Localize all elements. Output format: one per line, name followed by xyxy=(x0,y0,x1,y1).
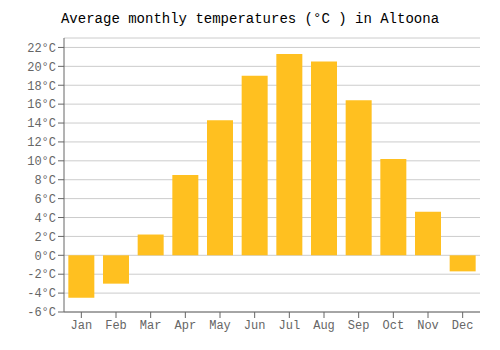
svg-text:-4°C: -4°C xyxy=(27,287,56,301)
svg-text:Sep: Sep xyxy=(348,319,370,333)
svg-text:Jun: Jun xyxy=(244,319,266,333)
svg-text:22°C: 22°C xyxy=(27,42,56,56)
svg-text:20°C: 20°C xyxy=(27,61,56,75)
svg-text:Oct: Oct xyxy=(383,319,405,333)
svg-text:Jan: Jan xyxy=(71,319,93,333)
svg-text:4°C: 4°C xyxy=(34,212,56,226)
svg-text:-6°C: -6°C xyxy=(27,306,56,320)
svg-text:Dec: Dec xyxy=(452,319,474,333)
svg-text:Mar: Mar xyxy=(140,319,162,333)
svg-text:Aug: Aug xyxy=(313,319,335,333)
svg-text:10°C: 10°C xyxy=(27,155,56,169)
html-text:Average monthly temperatures (: Average monthly temperatures (°C ) in Al… xyxy=(61,11,439,27)
svg-text:16°C: 16°C xyxy=(27,98,56,112)
svg-text:Apr: Apr xyxy=(175,319,197,333)
svg-text:-2°C: -2°C xyxy=(27,268,56,282)
svg-text:Nov: Nov xyxy=(417,319,439,333)
svg-text:6°C: 6°C xyxy=(34,193,56,207)
svg-text:2°C: 2°C xyxy=(34,231,56,245)
svg-text:Jul: Jul xyxy=(279,319,301,333)
svg-text:May: May xyxy=(209,319,231,333)
svg-text:8°C: 8°C xyxy=(34,174,56,188)
svg-text:Feb: Feb xyxy=(105,319,127,333)
svg-text:0°C: 0°C xyxy=(34,250,56,264)
svg-text:12°C: 12°C xyxy=(27,136,56,150)
svg-text:14°C: 14°C xyxy=(27,117,56,131)
svg-text:18°C: 18°C xyxy=(27,80,56,94)
